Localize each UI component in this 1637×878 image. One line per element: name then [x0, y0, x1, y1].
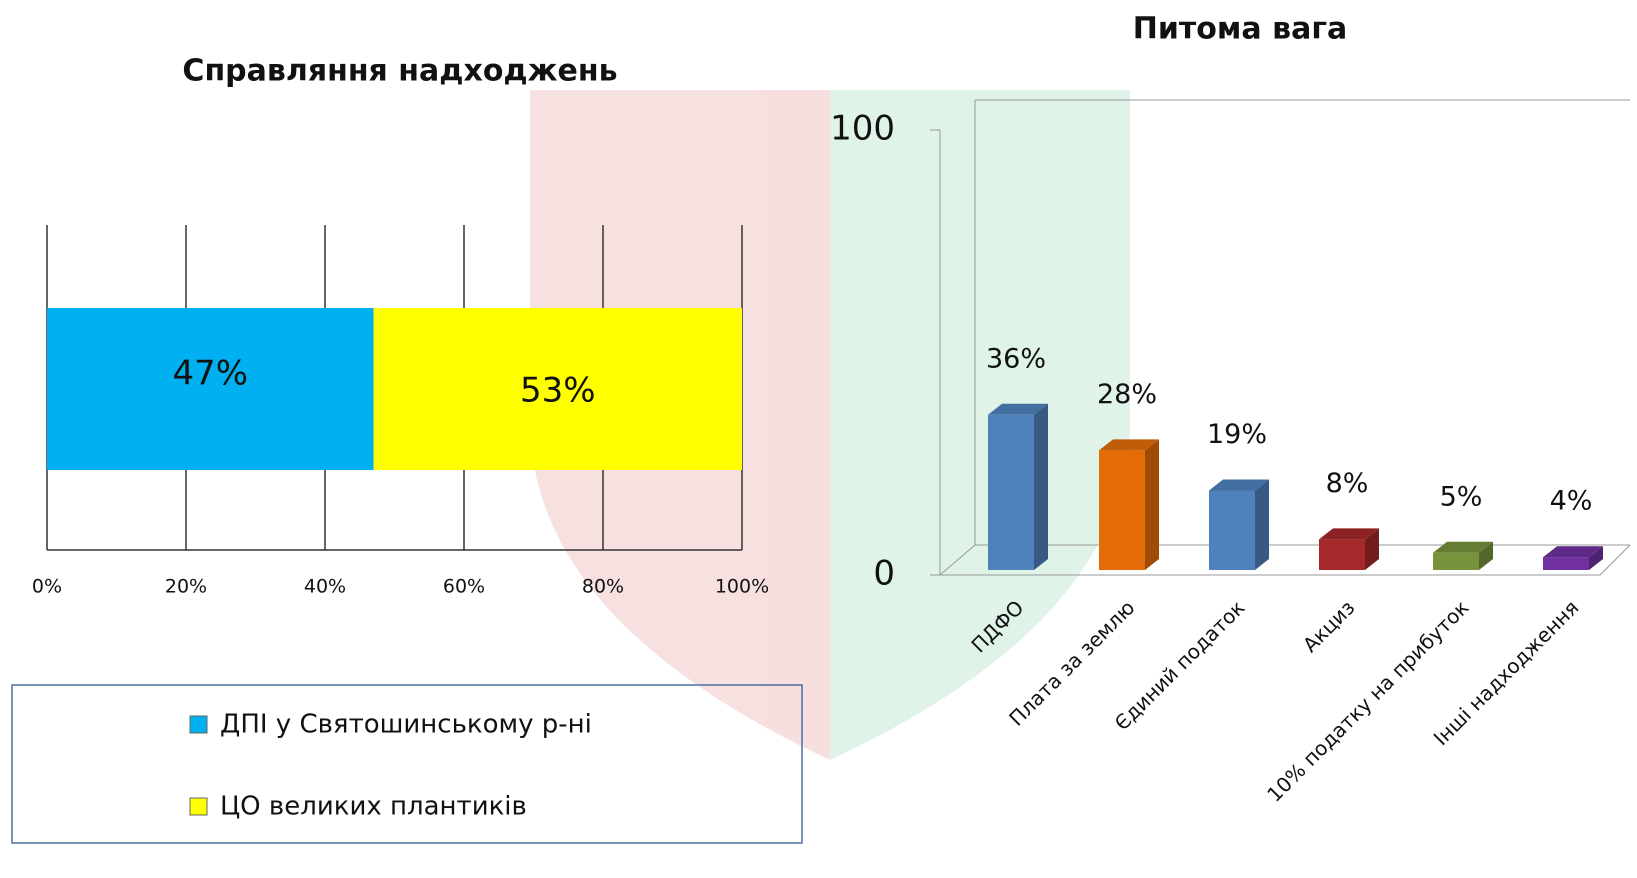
y-tick-label: 100: [830, 109, 895, 149]
data-label: 8%: [1326, 468, 1369, 499]
x-tick-label: 40%: [304, 576, 346, 598]
data-label: 19%: [1207, 419, 1267, 450]
page: Справляння надходжень Питома вага 0% 20% 4…: [0, 0, 1637, 878]
legend-swatch: [190, 716, 207, 733]
x-tick-label: 60%: [443, 576, 485, 598]
bar: [1319, 539, 1365, 570]
data-label: 47%: [173, 354, 249, 394]
legend-label: ЦО великих плантиків: [220, 792, 527, 822]
x-tick-label: 20%: [165, 576, 207, 598]
data-label: 28%: [1097, 379, 1157, 410]
bar: [1543, 557, 1589, 570]
x-tick-label: 80%: [582, 576, 624, 598]
data-label: 4%: [1550, 486, 1593, 517]
chart-title: Питома вага: [1133, 12, 1347, 47]
legend-swatch: [190, 798, 207, 815]
bar: [988, 415, 1034, 570]
chart-title: Справляння надходжень: [182, 54, 617, 89]
x-tick-label: 10% податку на прибуток: [1262, 595, 1473, 806]
bar-side: [1145, 439, 1159, 570]
y-tick-label: 0: [873, 554, 895, 594]
bar: [1099, 450, 1145, 570]
x-tick-label: Акциз: [1298, 595, 1360, 657]
data-label: 5%: [1440, 481, 1483, 512]
x-tick-label: 0%: [32, 576, 62, 598]
bar-side: [1255, 479, 1269, 570]
bar: [1209, 490, 1255, 570]
data-label: 36%: [986, 343, 1046, 374]
slide: Справляння надходжень Питома вага 0% 20% 4…: [0, 0, 1637, 878]
data-label: 53%: [520, 371, 596, 411]
bar-side: [1034, 404, 1048, 570]
x-tick-label: 100%: [715, 576, 769, 598]
bar: [1433, 553, 1479, 570]
legend-label: ДПІ у Святошинському р-ні: [220, 710, 592, 740]
